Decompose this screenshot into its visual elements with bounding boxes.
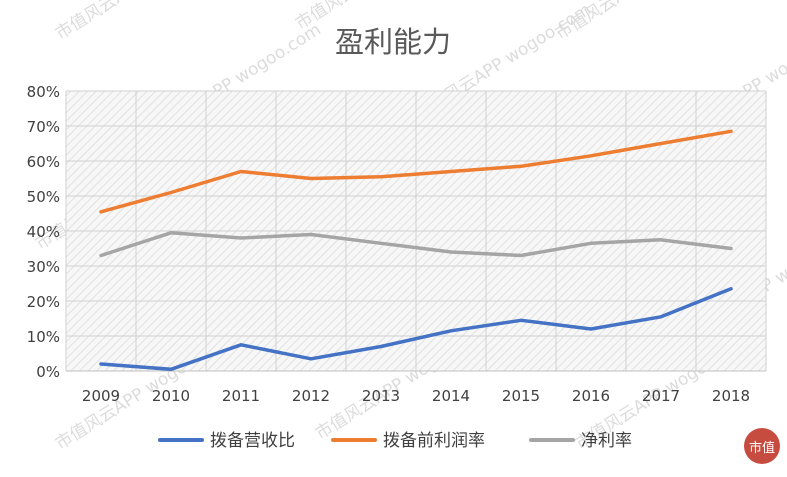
chart-title: 盈利能力 (335, 25, 451, 59)
series-line (99, 231, 733, 258)
legend: 拨备营收比 拨备前利润率 净利率 (158, 431, 632, 451)
y-tick-label: 20% (27, 293, 60, 311)
x-tick-label: 2015 (502, 387, 540, 405)
x-tick-label: 2014 (432, 387, 470, 405)
logo-seal (744, 428, 780, 464)
gridlines (65, 90, 767, 372)
logo-text: 市值 (749, 440, 775, 456)
legend-label: 拨备营收比 (210, 431, 295, 451)
x-tick-label: 2009 (82, 387, 120, 405)
y-axis-tick-labels: 0% 10% 20% 30% 40% 50% 60% 70% 80% (27, 83, 60, 381)
watermark-text: 市值风云APP wogoo.com (52, 0, 235, 44)
legend-label: 净利率 (581, 431, 632, 451)
series-lines (99, 129, 733, 372)
x-tick-label: 2010 (152, 387, 190, 405)
series-line (99, 287, 733, 372)
x-tick-label: 2016 (572, 387, 610, 405)
y-tick-label: 30% (27, 258, 60, 276)
y-tick-label: 10% (27, 328, 60, 346)
x-tick-label: 2017 (642, 387, 680, 405)
x-tick-label: 2012 (292, 387, 330, 405)
x-tick-label: 2011 (222, 387, 260, 405)
brand-logo: 市值 (744, 428, 780, 464)
x-tick-label: 2013 (362, 387, 400, 405)
x-tick-label: 2018 (712, 387, 750, 405)
y-tick-label: 60% (27, 153, 60, 171)
legend-label: 拨备前利润率 (383, 431, 485, 451)
y-tick-label: 50% (27, 188, 60, 206)
y-tick-label: 70% (27, 118, 60, 136)
y-tick-label: 80% (27, 83, 60, 101)
series-line (99, 129, 733, 214)
y-tick-label: 0% (36, 363, 60, 381)
x-axis-tick-labels: 2009 2010 2011 2012 2013 2014 2015 2016 2017 2018 (82, 387, 750, 405)
y-tick-label: 40% (27, 223, 60, 241)
